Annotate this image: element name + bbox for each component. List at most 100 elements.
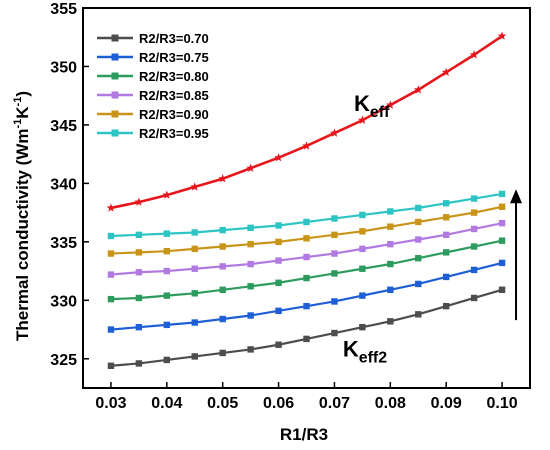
legend-label: R2/R3=0.90 [139, 107, 209, 122]
axis-ticks: 0.03 0.04 0.05 0.06 0.07 0.08 0.09 0.10 325 330 33… [50, 1, 517, 412]
data-point [470, 266, 478, 274]
data-point [247, 312, 254, 319]
data-point [331, 329, 338, 337]
y-axis-title-sup1: -1 [12, 119, 24, 129]
data-point [275, 341, 282, 348]
data-point [219, 243, 226, 250]
data-point [275, 257, 282, 264]
data-point [303, 302, 310, 310]
data-point [415, 236, 422, 243]
data-point [441, 67, 451, 77]
data-point [246, 163, 255, 172]
data-point [107, 362, 115, 369]
data-point [191, 290, 198, 297]
data-point [191, 319, 198, 326]
data-point [162, 190, 172, 199]
data-point [191, 245, 198, 253]
series-layer [106, 31, 507, 369]
annotation-keff2: Keff2 [343, 336, 387, 366]
data-point [330, 128, 339, 137]
data-point [219, 286, 226, 293]
legend-entry: R2/R3=0.95 [97, 126, 209, 141]
data-point [219, 315, 226, 323]
legend-marker [111, 72, 119, 80]
data-point [470, 225, 478, 233]
plot-frame [82, 7, 531, 389]
data-point [247, 260, 254, 268]
data-point [470, 209, 478, 216]
annotation-keff: Keff [354, 91, 390, 121]
data-point [163, 248, 171, 255]
data-point [498, 203, 506, 210]
data-point [107, 326, 115, 333]
data-point [498, 286, 506, 293]
data-point [331, 298, 338, 305]
data-point [469, 50, 479, 59]
series-2 [107, 259, 506, 333]
x-tick-label: 0.05 [207, 395, 238, 412]
data-point [415, 218, 422, 226]
legend-label: R2/R3=0.95 [139, 126, 209, 141]
series-1 [107, 286, 506, 369]
data-point [135, 324, 143, 331]
data-point [107, 271, 115, 278]
data-point [470, 195, 478, 202]
y-tick-label: 340 [50, 176, 77, 193]
y-tick-label: 330 [50, 293, 77, 310]
legend-label: R2/R3=0.80 [139, 69, 209, 84]
data-point [359, 211, 366, 219]
data-point [275, 238, 282, 246]
data-point [415, 255, 422, 262]
data-point [442, 249, 450, 256]
legend: R2/R3=0.70 R2/R3=0.75 R2/R3=0.80 R2/R3=0.85… [97, 31, 209, 141]
series-7 [106, 31, 507, 212]
data-point [331, 215, 338, 222]
data-point [498, 259, 506, 267]
data-point [302, 141, 311, 150]
x-tick-label: 0.04 [151, 395, 182, 412]
series-line [110, 205, 503, 255]
data-point [219, 349, 226, 357]
x-tick-label: 0.09 [431, 395, 462, 412]
data-point [219, 226, 226, 234]
legend-marker [111, 129, 119, 137]
x-tick-label: 0.06 [263, 395, 294, 412]
data-point [247, 240, 254, 248]
data-point [385, 100, 395, 109]
data-point [191, 353, 198, 360]
legend-marker [111, 53, 119, 61]
data-point [303, 253, 310, 261]
data-point [190, 182, 200, 191]
y-tick-label: 345 [50, 118, 77, 135]
data-point [498, 237, 506, 244]
x-axis-title: R1/R3 [280, 425, 328, 444]
data-point [442, 214, 450, 221]
data-point [303, 218, 310, 226]
x-tick-label: 0.08 [375, 395, 406, 412]
data-point [387, 208, 394, 215]
data-point [135, 269, 143, 276]
x-tick-label: 0.10 [486, 395, 517, 412]
data-point [359, 292, 366, 299]
data-point [331, 231, 338, 239]
data-point [387, 223, 394, 230]
data-point [191, 229, 198, 236]
data-point [359, 245, 366, 253]
x-tick-label: 0.07 [319, 395, 350, 412]
legend-label: R2/R3=0.70 [139, 31, 209, 46]
data-point [163, 267, 171, 275]
data-point [358, 115, 367, 124]
series-5 [107, 203, 506, 257]
data-point [247, 283, 254, 290]
series-4 [107, 219, 506, 278]
data-point [415, 280, 422, 288]
data-point [498, 219, 506, 227]
data-point [163, 356, 171, 364]
data-point [303, 235, 310, 242]
data-point [135, 294, 143, 302]
y-axis-title-mid: K [13, 106, 32, 119]
y-axis-title: Thermal conductivity (Wm-1K-1) [12, 91, 32, 341]
legend-entry: R2/R3=0.80 [97, 69, 209, 84]
data-point [331, 270, 338, 277]
